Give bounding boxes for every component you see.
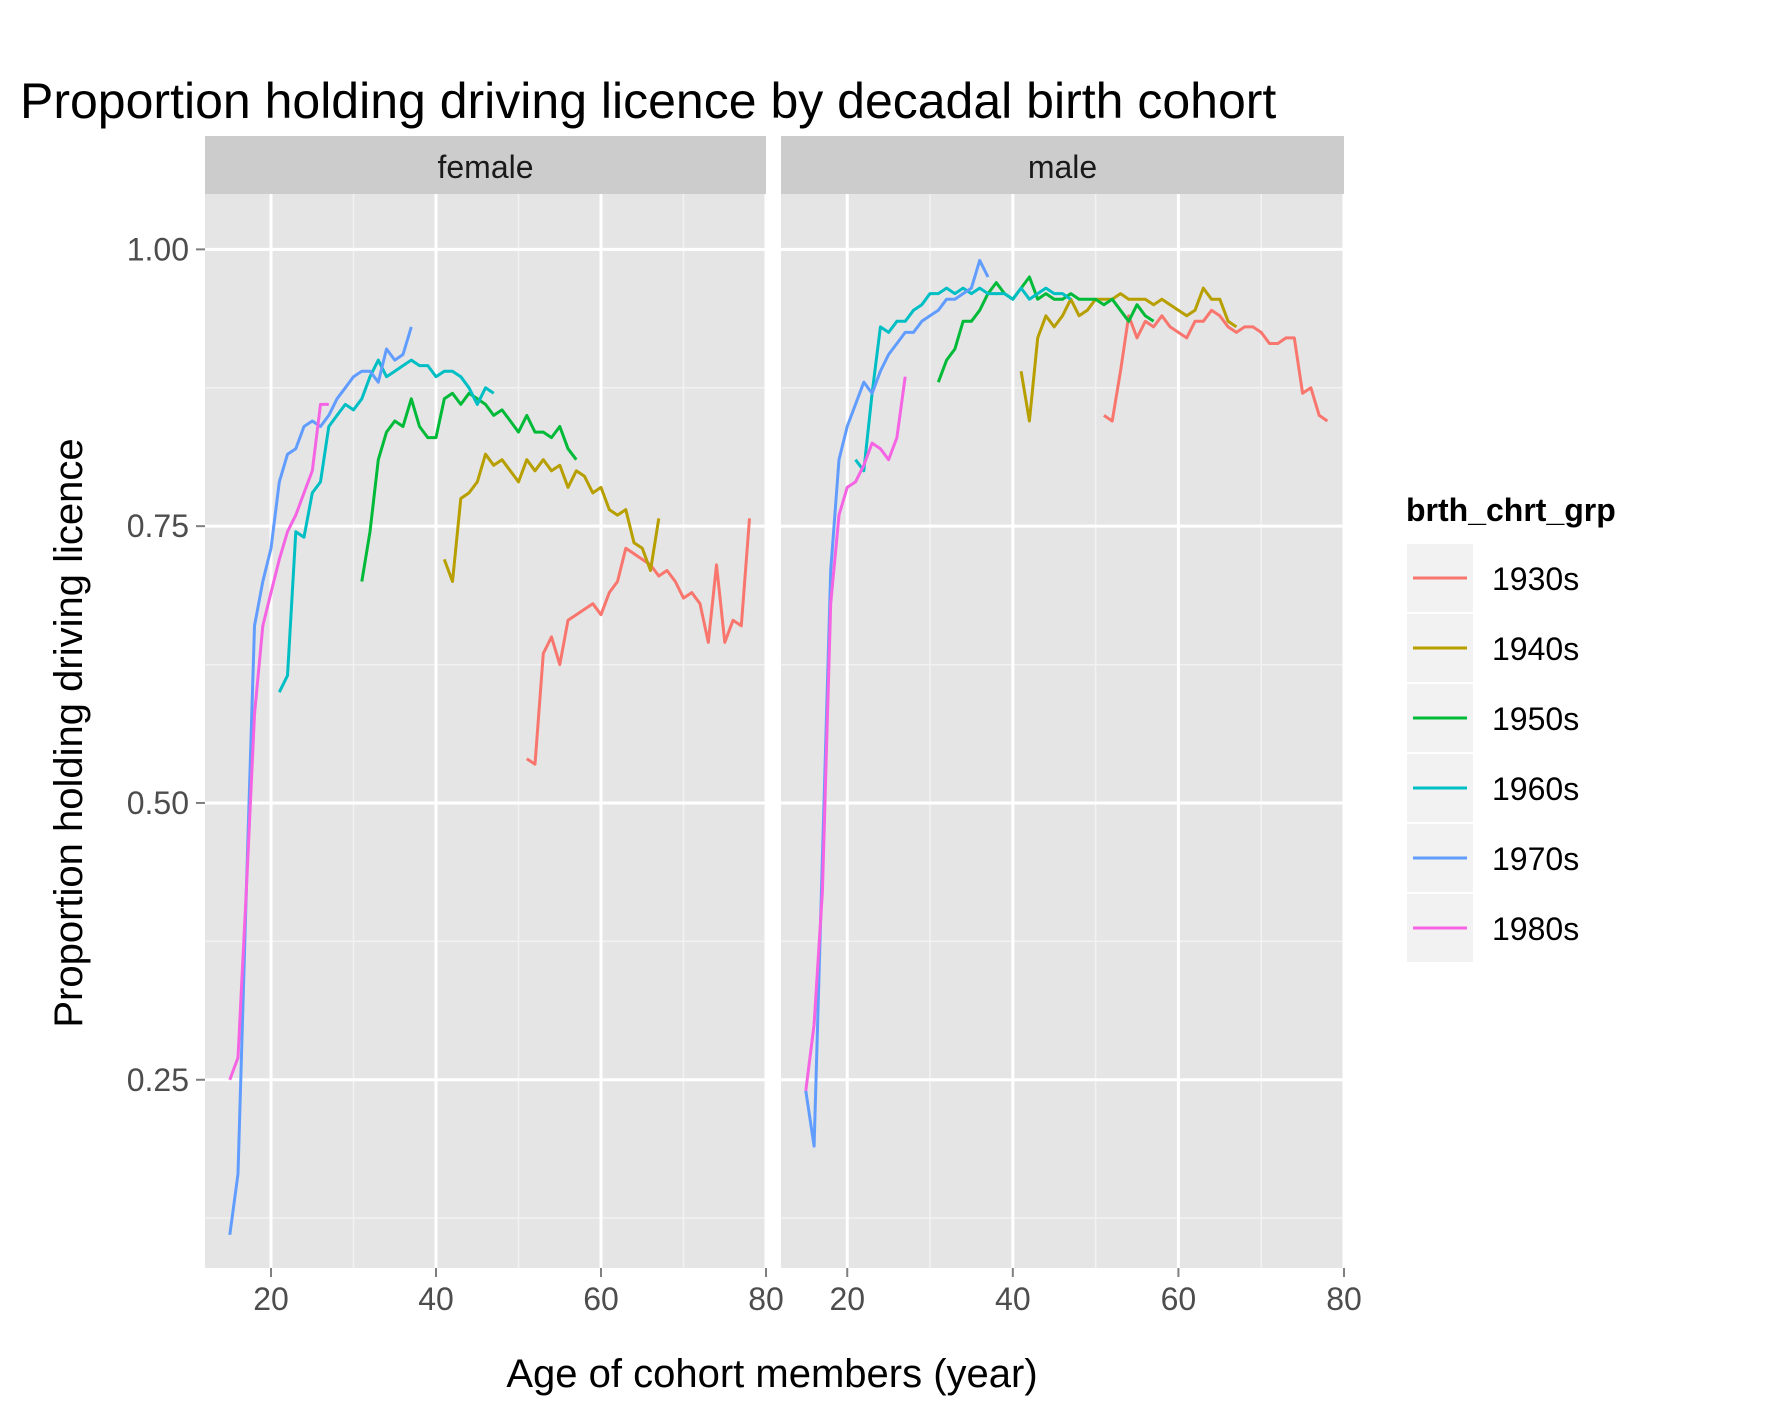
panel-background bbox=[205, 194, 766, 1268]
facet-strip bbox=[205, 136, 766, 194]
series-line-female-1970s bbox=[228, 326, 413, 1236]
series-line-male-1930s bbox=[1103, 308, 1329, 423]
series-line-male-1950s bbox=[936, 275, 1155, 383]
facet-strip bbox=[781, 136, 1344, 194]
legend-label-1970s: 1970s bbox=[1492, 841, 1579, 877]
legend: brth_chrt_grp 1930s 1940s 1950s 1960s 1970s 1… bbox=[1405, 492, 1616, 964]
y-tick-label: 1.00 bbox=[127, 231, 189, 267]
series-line-male-1980s bbox=[804, 376, 907, 1091]
x-tick-label: 40 bbox=[995, 1281, 1031, 1317]
plot-area: female 20 40 60 80 male 20 40 60 80 0.25 0.50 0.75 1.… bbox=[127, 136, 1362, 1317]
series-line-male-1940s bbox=[1019, 286, 1238, 423]
x-axis-title: Age of cohort members (year) bbox=[506, 1352, 1037, 1396]
legend-title: brth_chrt_grp bbox=[1406, 492, 1616, 528]
x-tick-label: 40 bbox=[418, 1281, 454, 1317]
x-tick-label: 60 bbox=[583, 1281, 619, 1317]
series-line-male-1960s bbox=[854, 286, 1072, 473]
facet-label-female: female bbox=[437, 149, 533, 185]
x-tick-label: 20 bbox=[829, 1281, 865, 1317]
series-line-female-1960s bbox=[277, 358, 495, 693]
y-tick-label: 0.25 bbox=[127, 1062, 189, 1098]
chart-title: Proportion holding driving licence by de… bbox=[20, 73, 1276, 129]
x-tick-label: 80 bbox=[1326, 1281, 1362, 1317]
facet-label-male: male bbox=[1028, 149, 1097, 185]
series-line-female-1940s bbox=[442, 452, 661, 583]
x-tick-label: 80 bbox=[748, 1281, 784, 1317]
series-line-male-1970s bbox=[804, 258, 990, 1148]
panel-female: female 20 40 60 80 bbox=[205, 136, 784, 1317]
series-line-female-1930s bbox=[525, 518, 751, 766]
legend-label-1960s: 1960s bbox=[1492, 771, 1579, 807]
legend-label-1930s: 1930s bbox=[1492, 561, 1579, 597]
legend-label-1940s: 1940s bbox=[1492, 631, 1579, 667]
x-tick-label: 20 bbox=[253, 1281, 289, 1317]
legend-label-1980s: 1980s bbox=[1492, 911, 1579, 947]
panel-male: male 20 40 60 80 bbox=[781, 136, 1362, 1317]
panel-background bbox=[781, 194, 1344, 1268]
y-axis-title: Proportion holding driving licence bbox=[47, 438, 91, 1027]
y-tick-label: 0.75 bbox=[127, 508, 189, 544]
x-tick-label: 60 bbox=[1161, 1281, 1197, 1317]
series-line-female-1980s bbox=[228, 402, 329, 1081]
y-tick-label: 0.50 bbox=[127, 785, 189, 821]
series-line-female-1950s bbox=[360, 391, 578, 582]
legend-label-1950s: 1950s bbox=[1492, 701, 1579, 737]
